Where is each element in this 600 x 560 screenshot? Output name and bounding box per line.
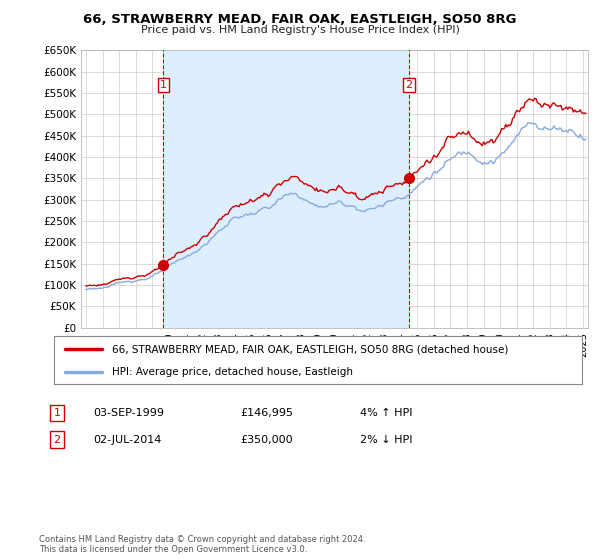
Text: £146,995: £146,995 (240, 408, 293, 418)
Text: 2: 2 (53, 435, 61, 445)
Text: 1: 1 (53, 408, 61, 418)
Text: 4% ↑ HPI: 4% ↑ HPI (360, 408, 413, 418)
Text: 02-JUL-2014: 02-JUL-2014 (93, 435, 161, 445)
Bar (163, 50, 409, 328)
Text: 66, STRAWBERRY MEAD, FAIR OAK, EASTLEIGH, SO50 8RG: 66, STRAWBERRY MEAD, FAIR OAK, EASTLEIGH… (83, 13, 517, 26)
Text: 1: 1 (160, 80, 167, 90)
Text: 2: 2 (406, 80, 413, 90)
Text: Price paid vs. HM Land Registry's House Price Index (HPI): Price paid vs. HM Land Registry's House … (140, 25, 460, 35)
Text: HPI: Average price, detached house, Eastleigh: HPI: Average price, detached house, East… (112, 367, 353, 377)
Text: £350,000: £350,000 (240, 435, 293, 445)
Text: Contains HM Land Registry data © Crown copyright and database right 2024.
This d: Contains HM Land Registry data © Crown c… (39, 535, 365, 554)
Text: 66, STRAWBERRY MEAD, FAIR OAK, EASTLEIGH, SO50 8RG (detached house): 66, STRAWBERRY MEAD, FAIR OAK, EASTLEIGH… (112, 344, 508, 354)
Text: 03-SEP-1999: 03-SEP-1999 (93, 408, 164, 418)
Text: 2% ↓ HPI: 2% ↓ HPI (360, 435, 413, 445)
